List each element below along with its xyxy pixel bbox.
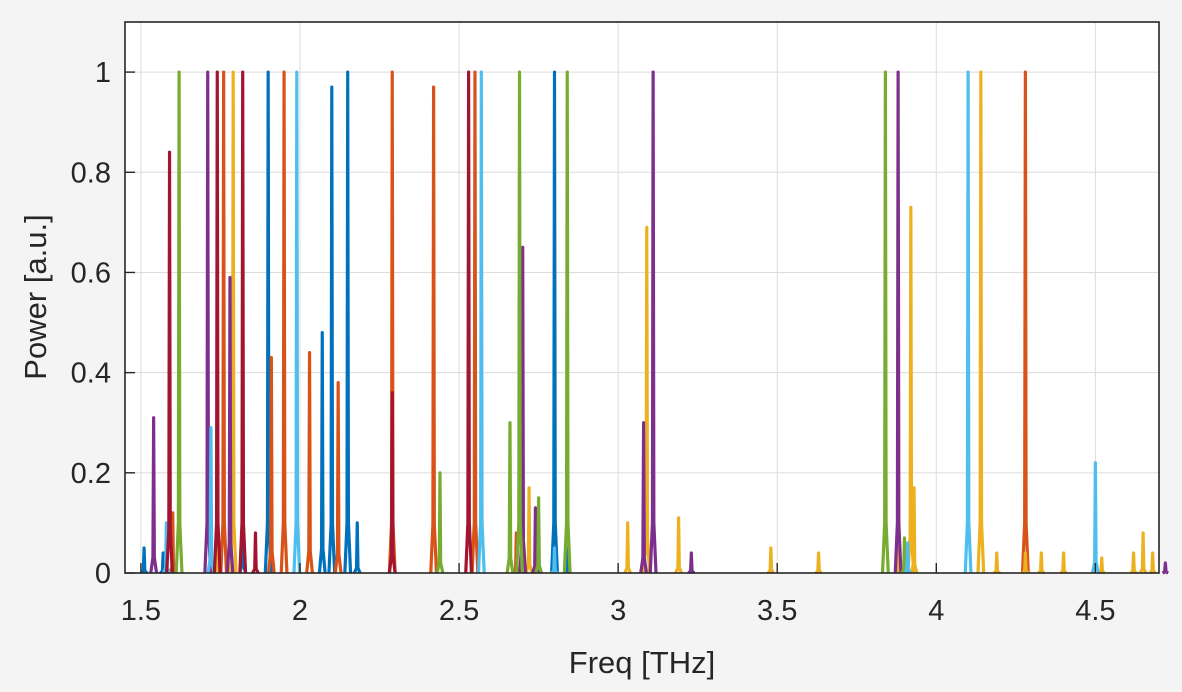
spectral-peak (1129, 551, 1138, 575)
spectral-peak (992, 551, 1001, 575)
spectral-peak (976, 70, 986, 574)
y-tick-label: 1 (95, 57, 111, 89)
spectral-peak (387, 391, 397, 574)
spectral-peak (766, 546, 775, 575)
spectral-peak (305, 351, 314, 574)
spectral-peak (534, 496, 544, 574)
y-tick-label: 0.6 (71, 257, 111, 289)
spectral-peak (292, 70, 302, 574)
spectral-peak (963, 70, 973, 574)
spectral-peak (648, 70, 658, 574)
tick-labels: 1.5 2 2.5 3 3.5 4 4.5 0 0.2 0.4 0.6 0.8 1 (71, 57, 1116, 627)
spectral-peak (550, 546, 559, 575)
spectral-peak (893, 70, 903, 574)
spectral-peak (476, 70, 486, 574)
y-tick-label: 0.4 (71, 358, 111, 390)
x-axis-title: Freq [THz] (569, 645, 715, 680)
y-tick-label: 0 (95, 558, 111, 590)
spectral-peak (279, 70, 289, 574)
spectral-peak (238, 70, 248, 574)
x-tick-label: 3.5 (757, 595, 797, 627)
y-tick-label: 0.8 (71, 157, 111, 189)
spectral-peak (327, 85, 337, 574)
y-tick-label: 0.2 (71, 458, 111, 490)
spectral-peak (674, 516, 683, 574)
spectral-peak (1138, 531, 1148, 574)
spectral-peak (550, 70, 559, 574)
spectral-peak (206, 426, 216, 574)
series-5 (174, 70, 909, 574)
spectral-peak (317, 330, 327, 574)
spectral-peak (903, 541, 912, 574)
spectral-peak (1059, 551, 1068, 575)
x-tick-label: 1.5 (121, 595, 161, 627)
x-tick-label: 2.5 (439, 595, 479, 627)
spectral-peak (464, 70, 474, 574)
spectral-peak (343, 70, 353, 574)
spectral-peak (1161, 561, 1169, 575)
spectral-peak (515, 70, 524, 574)
spectral-peak (1020, 70, 1030, 574)
spectral-peak (435, 471, 445, 574)
spectral-peak (333, 381, 343, 574)
spectral-peak (174, 70, 184, 574)
spectral-peak (687, 551, 696, 575)
spectral-peak (1148, 551, 1157, 575)
spectral-peak (225, 275, 235, 574)
series-layer (140, 70, 1169, 575)
spectral-peak (1021, 551, 1030, 575)
spectral-peak (909, 486, 919, 574)
spectral-peak (470, 70, 480, 574)
spectral-peak (623, 521, 633, 574)
spectral-peak (352, 521, 362, 574)
spectral-peak (251, 531, 260, 574)
spectral-peak (505, 421, 515, 574)
x-tick-label: 4 (928, 595, 944, 627)
spectral-peak (1090, 461, 1100, 574)
plot-frame (124, 21, 1160, 574)
ticks (125, 71, 1097, 574)
x-tick-label: 2 (292, 595, 308, 627)
x-tick-label: 4.5 (1075, 595, 1115, 627)
series-1 (140, 70, 572, 575)
spectral-peak (140, 546, 149, 575)
spectral-peak (149, 416, 159, 574)
y-axis-title: Power [a.u.] (18, 214, 53, 379)
x-tick-label: 3 (610, 595, 626, 627)
spectral-peak (219, 70, 229, 574)
spectral-peak (266, 356, 276, 574)
spectral-peak (165, 150, 175, 574)
spectral-peak (429, 85, 439, 574)
spectral-peak (814, 551, 823, 575)
spectral-peak (212, 70, 222, 574)
spectral-peak (1097, 556, 1106, 575)
series-6 (162, 70, 1100, 575)
series-7 (165, 70, 474, 574)
spectral-peak (880, 70, 890, 574)
spectral-peak (1037, 551, 1046, 575)
spectral-peak (562, 70, 572, 574)
spectral-peak (639, 421, 649, 574)
spectral-peak (524, 486, 534, 574)
